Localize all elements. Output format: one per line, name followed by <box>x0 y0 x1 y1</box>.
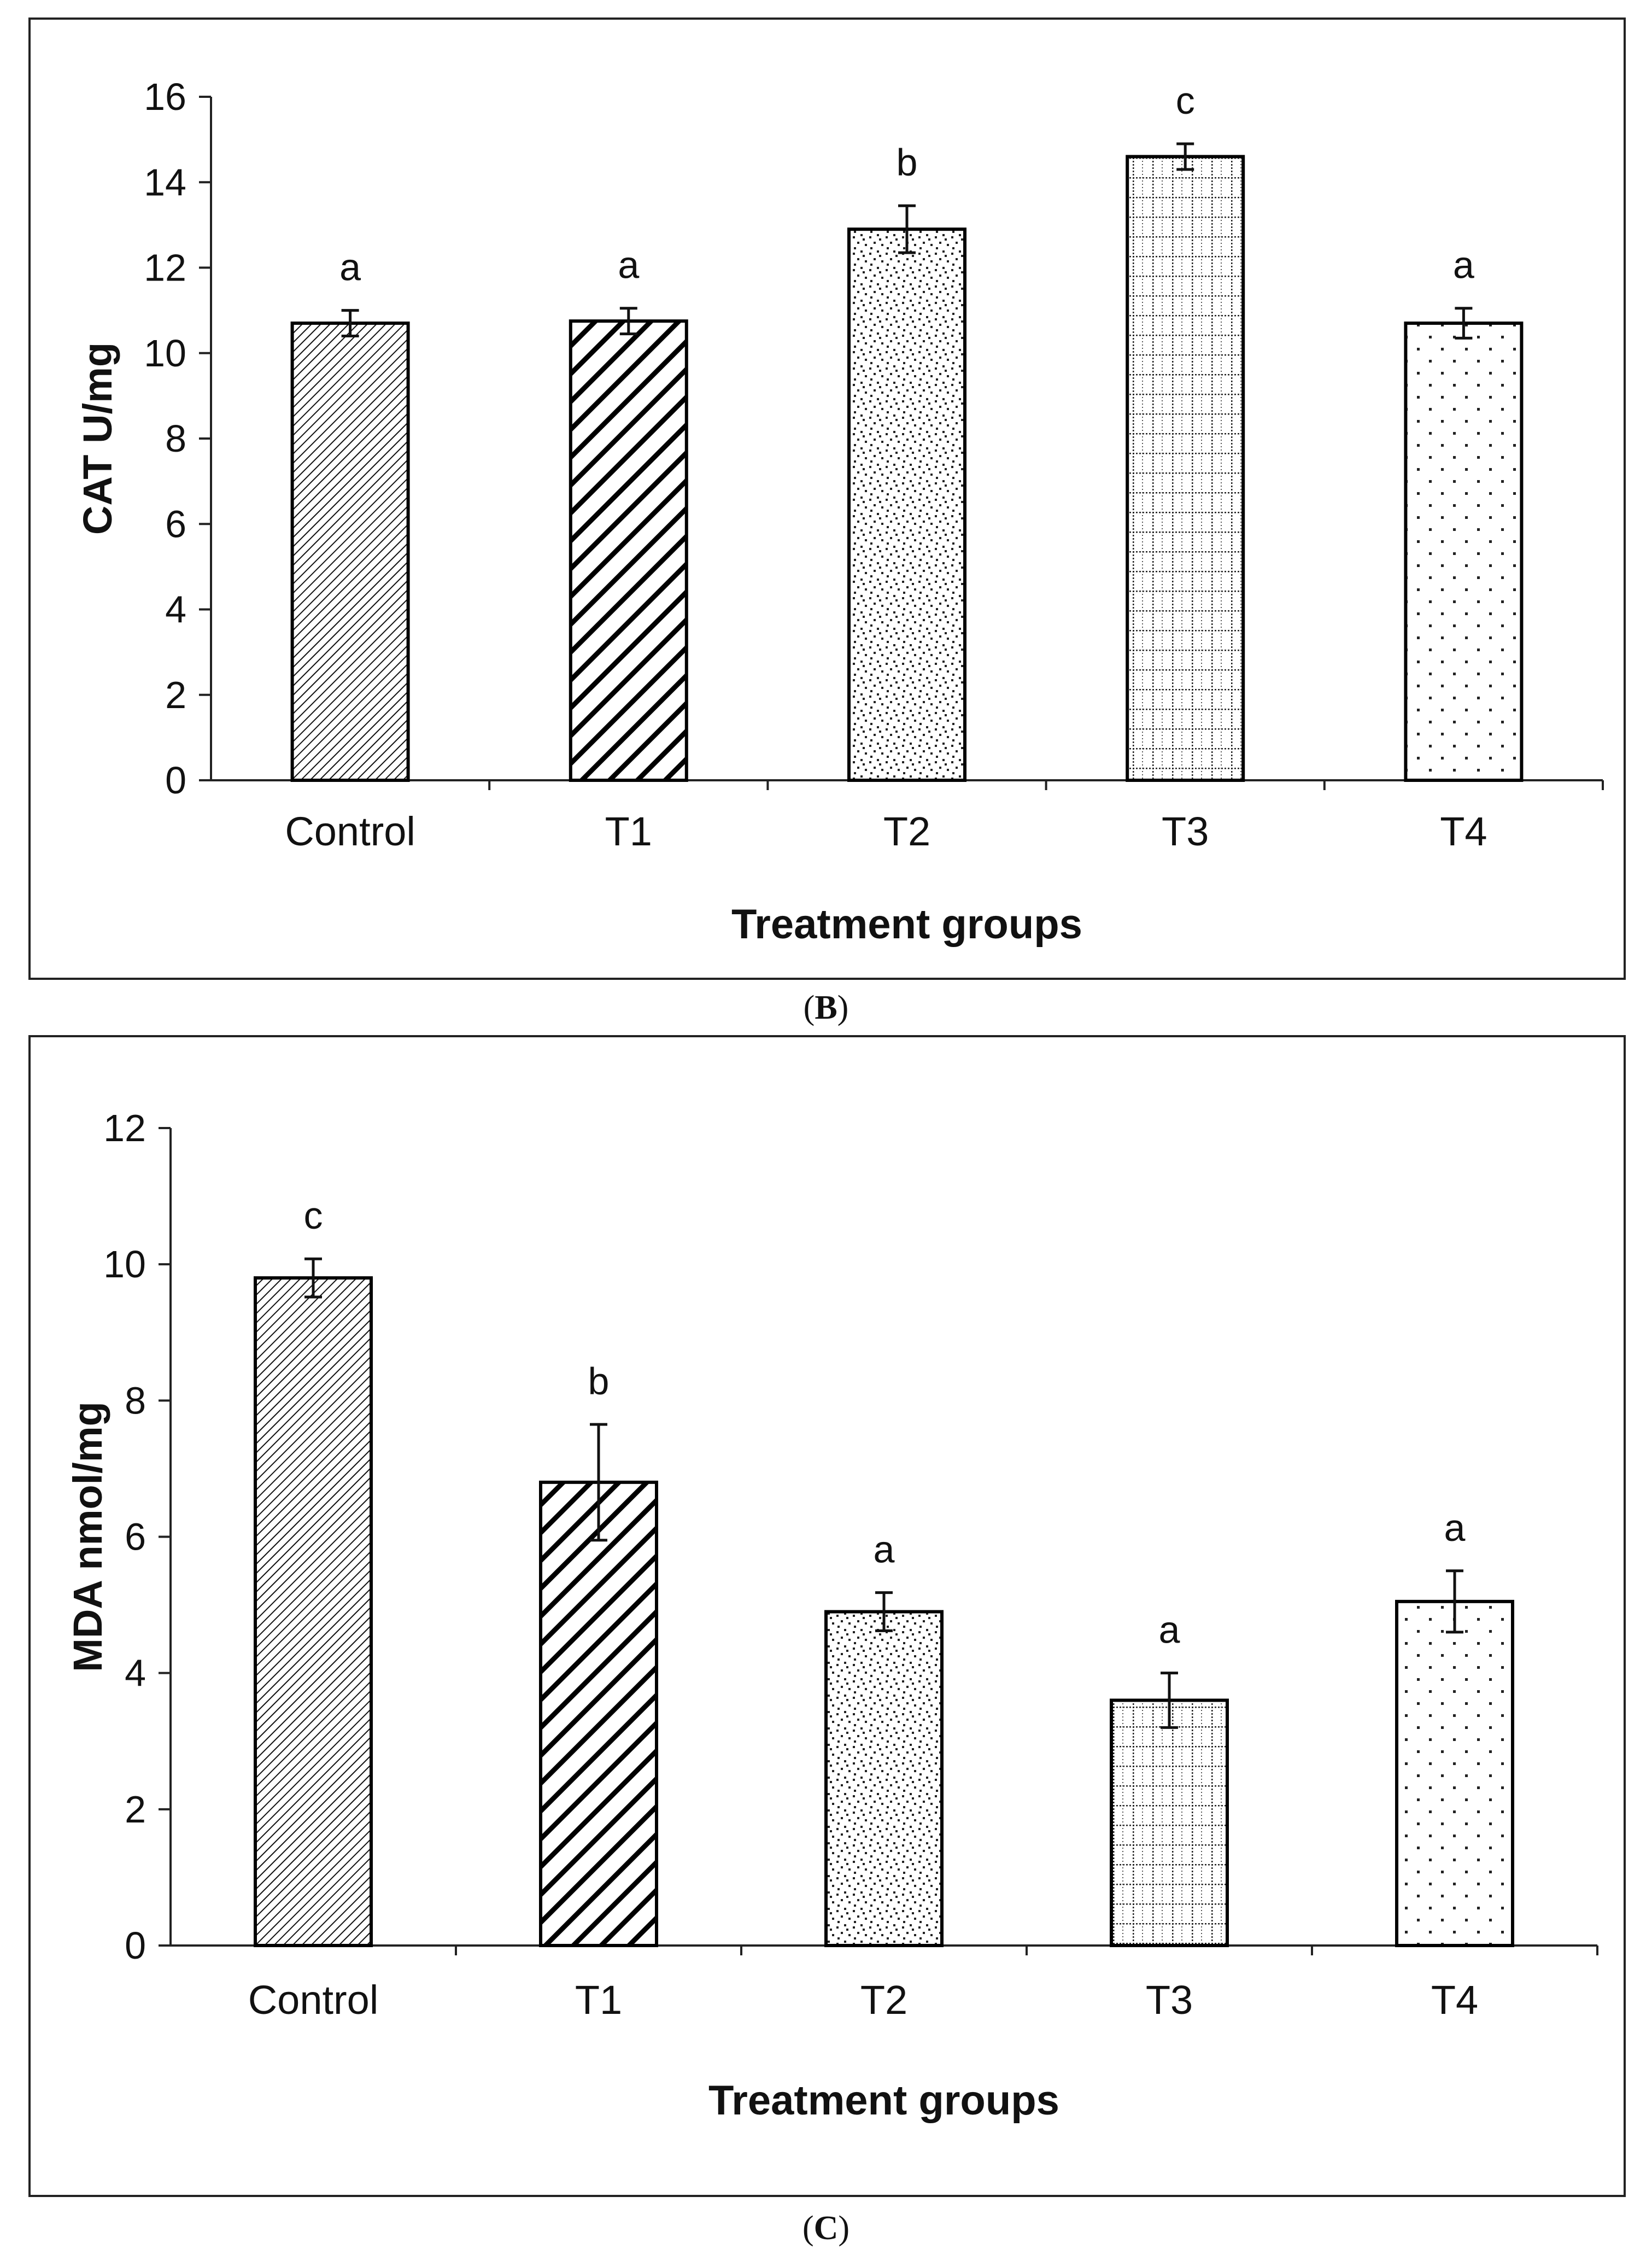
caption-b-letter: B <box>815 989 837 1026</box>
significance-label: b <box>897 141 918 184</box>
x-tick-label: T3 <box>1162 809 1209 854</box>
bar-control <box>254 1276 373 1947</box>
y-tick-label: 6 <box>165 503 186 545</box>
x-tick-label: T4 <box>1440 809 1487 854</box>
bar-t1 <box>569 319 688 782</box>
caption-c: (C) <box>802 2210 850 2247</box>
bar-t1 <box>539 1480 658 1947</box>
x-tick-label: T2 <box>860 1977 907 2023</box>
bar-t3 <box>1126 155 1245 782</box>
y-tick-label: 10 <box>103 1243 146 1286</box>
y-tick-label: 16 <box>144 75 186 118</box>
y-axis-title: CAT U/mg <box>75 342 120 535</box>
chart-b-svg: 0 2 4 6 8 10 12 14 16 a Control a T1 b T2 c T3 a T4 Treatme… <box>75 75 1604 948</box>
y-tick-label: 2 <box>125 1788 146 1831</box>
x-tick-label: Control <box>248 1977 379 2023</box>
significance-label: a <box>1159 1609 1180 1651</box>
y-tick-label: 4 <box>125 1652 146 1695</box>
caption-b: (B) <box>803 989 849 1026</box>
y-tick-label: 0 <box>165 759 186 802</box>
caption-c-letter: C <box>813 2210 839 2247</box>
x-tick-label: T1 <box>575 1977 622 2023</box>
bar-t4 <box>1395 1599 1514 1947</box>
bar-t2 <box>847 227 966 782</box>
y-tick-label: 8 <box>165 417 186 460</box>
y-tick-label: 12 <box>103 1107 146 1149</box>
y-tick-label: 8 <box>125 1379 146 1422</box>
x-tick-label: T1 <box>605 809 652 854</box>
significance-label: a <box>874 1528 895 1571</box>
y-tick-label: 12 <box>144 247 186 289</box>
bar-t2 <box>824 1610 944 1947</box>
x-tick-label: T4 <box>1431 1977 1478 2023</box>
chart-panel-b: 0 2 4 6 8 10 12 14 16 a Control a T1 b T2 c T3 a T4 Treatme… <box>28 17 1626 980</box>
bar-t4 <box>1404 322 1524 782</box>
significance-label: a <box>1444 1506 1466 1549</box>
significance-label: c <box>1176 79 1195 122</box>
y-axis-title: MDA nmol/mg <box>65 1401 110 1672</box>
significance-label: b <box>588 1360 610 1403</box>
x-tick-label: T3 <box>1146 1977 1193 2023</box>
significance-label: a <box>618 244 639 287</box>
y-tick-label: 6 <box>125 1516 146 1558</box>
y-tick-label: 4 <box>165 588 186 631</box>
chart-c-svg: 0 2 4 6 8 10 12 c Control b T1 a T2 a T3 a T4 Treatment g… <box>65 1107 1598 2124</box>
y-tick-label: 14 <box>144 161 186 203</box>
significance-label: a <box>339 246 361 289</box>
significance-label: a <box>1453 244 1474 287</box>
x-tick-label: Control <box>285 809 415 854</box>
bar-control <box>290 322 410 782</box>
y-tick-label: 10 <box>144 332 186 375</box>
y-tick-label: 0 <box>125 1924 146 1967</box>
x-axis-title: Treatment groups <box>731 901 1082 948</box>
x-tick-label: T2 <box>883 809 930 854</box>
chart-panel-c: 0 2 4 6 8 10 12 c Control b T1 a T2 a T3 a T4 Treatment g… <box>28 1035 1626 2197</box>
y-tick-label: 2 <box>165 674 186 716</box>
significance-label: c <box>304 1194 323 1237</box>
x-axis-title: Treatment groups <box>708 2077 1059 2124</box>
bar-t3 <box>1110 1698 1229 1947</box>
